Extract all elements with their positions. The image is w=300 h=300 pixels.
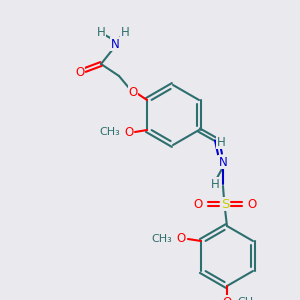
Text: CH₃: CH₃ <box>238 297 258 300</box>
Text: H: H <box>217 136 225 148</box>
Text: N: N <box>219 155 227 169</box>
Text: O: O <box>128 85 138 98</box>
Text: CH₃: CH₃ <box>100 127 120 137</box>
Text: O: O <box>176 232 186 245</box>
Text: H: H <box>121 26 129 38</box>
Text: H: H <box>97 26 105 38</box>
Text: O: O <box>75 65 85 79</box>
Text: O: O <box>248 197 256 211</box>
Text: CH₃: CH₃ <box>152 234 172 244</box>
Text: O: O <box>124 125 134 139</box>
Text: O: O <box>194 197 202 211</box>
Text: H: H <box>211 178 219 190</box>
Text: S: S <box>221 197 229 211</box>
Text: O: O <box>222 296 232 300</box>
Text: N: N <box>111 38 119 50</box>
